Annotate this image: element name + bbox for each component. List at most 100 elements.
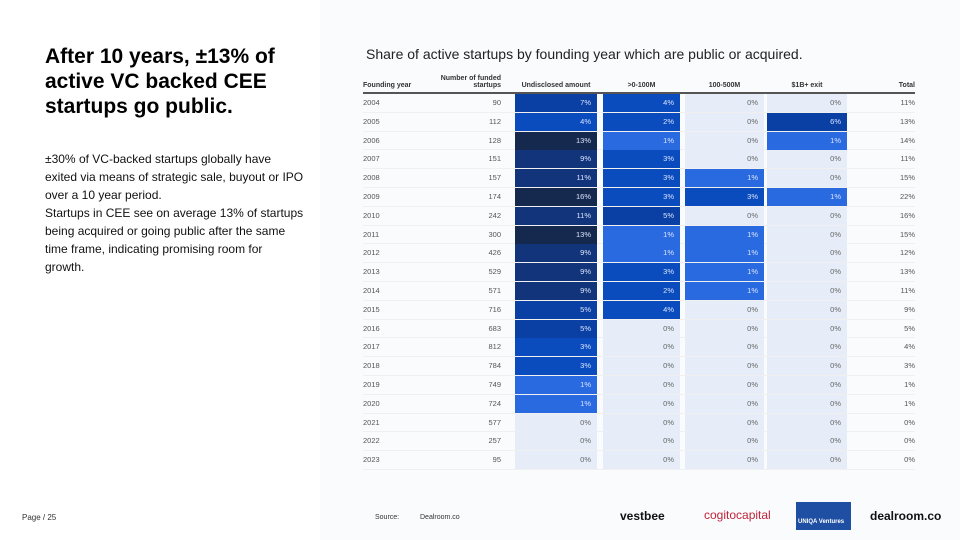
heatmap-cell: 2%: [603, 112, 680, 131]
column-header: Total: [898, 82, 915, 89]
slide-body: ±30% of VC-backed startups globally have…: [45, 150, 305, 276]
heatmap-cell: 3%: [515, 357, 597, 376]
total-cell: 15%: [899, 173, 915, 183]
heatmap-cell: 0%: [767, 413, 847, 432]
heatmap-cell: 0%: [685, 451, 764, 470]
table-row: 2007 151 9% 3% 0% 0% 11%: [363, 150, 915, 170]
count-cell: 95: [492, 455, 501, 465]
heatmap-cell: 9%: [515, 150, 597, 169]
total-cell: 9%: [904, 304, 915, 314]
heatmap-cell: 9%: [515, 263, 597, 282]
count-cell: 426: [488, 248, 501, 258]
year-cell: 2012: [363, 248, 380, 258]
table-row: 2004 90 7% 4% 0% 0% 11%: [363, 94, 915, 113]
heatmap-cell: 4%: [515, 112, 597, 131]
heatmap-cell: 0%: [767, 244, 847, 263]
heatmap-cell: 0%: [515, 413, 597, 432]
heatmap-cell: 0%: [767, 338, 847, 357]
column-header: >0-100M: [627, 82, 656, 89]
count-cell: 749: [488, 379, 501, 389]
table-row: 2016 683 5% 0% 0% 0% 5%: [363, 319, 915, 339]
heatmap-cell: 16%: [515, 187, 597, 206]
heatmap-cell: 9%: [515, 281, 597, 300]
year-cell: 2018: [363, 361, 380, 371]
heatmap-cell: 1%: [685, 281, 764, 300]
heatmap-cell: 0%: [603, 394, 680, 413]
table-row: 2020 724 1% 0% 0% 0% 1%: [363, 394, 915, 414]
table-row: 2006 128 13% 1% 0% 1% 14%: [363, 131, 915, 151]
heatmap-table: Founding year Number of funded startups Un…: [363, 70, 915, 470]
table-row: 2014 571 9% 2% 1% 0% 11%: [363, 281, 915, 301]
heatmap-cell: 0%: [685, 300, 764, 319]
year-cell: 2007: [363, 154, 380, 164]
heatmap-cell: 0%: [603, 451, 680, 470]
count-cell: 724: [488, 398, 501, 408]
year-cell: 2020: [363, 398, 380, 408]
count-cell: 300: [488, 229, 501, 239]
heatmap-cell: 0%: [767, 263, 847, 282]
heatmap-cell: 0%: [685, 94, 764, 112]
heatmap-cell: 0%: [685, 413, 764, 432]
heatmap-cell: 0%: [767, 206, 847, 225]
heatmap-cell: 0%: [603, 319, 680, 338]
count-cell: 812: [488, 342, 501, 352]
heatmap-cell: 11%: [515, 206, 597, 225]
heatmap-cell: 1%: [767, 187, 847, 206]
left-panel: After 10 years, ±13% of active VC backed…: [0, 0, 320, 540]
table-row: 2011 300 13% 1% 1% 0% 15%: [363, 225, 915, 245]
count-cell: 257: [488, 436, 501, 446]
heatmap-cell: 0%: [767, 394, 847, 413]
table-row: 2008 157 11% 3% 1% 0% 15%: [363, 169, 915, 188]
year-cell: 2014: [363, 285, 380, 295]
uniqa-ventures-logo: UNIQA Ventures: [796, 502, 851, 530]
year-cell: 2021: [363, 417, 380, 427]
heatmap-cell: 0%: [685, 206, 764, 225]
heatmap-cell: 1%: [685, 244, 764, 263]
heatmap-cell: 1%: [603, 225, 680, 244]
heatmap-cell: 0%: [767, 225, 847, 244]
total-cell: 3%: [904, 361, 915, 371]
cogitocapital-logo: cogitocapital: [704, 508, 771, 522]
total-cell: 1%: [904, 379, 915, 389]
year-cell: 2006: [363, 135, 380, 145]
year-cell: 2005: [363, 116, 380, 126]
chart-title: Share of active startups by founding yea…: [366, 46, 803, 62]
total-cell: 4%: [904, 342, 915, 352]
heatmap-cell: 5%: [515, 300, 597, 319]
heatmap-cell: 0%: [603, 357, 680, 376]
heatmap-cell: 0%: [515, 451, 597, 470]
page-number: Page / 25: [22, 513, 57, 522]
heatmap-cell: 11%: [515, 169, 597, 188]
heatmap-cell: 0%: [685, 131, 764, 150]
count-cell: 157: [488, 173, 501, 183]
year-cell: 2010: [363, 210, 380, 220]
heatmap-cell: 0%: [685, 112, 764, 131]
count-cell: 784: [488, 361, 501, 371]
source-value: Dealroom.co: [420, 514, 460, 521]
year-cell: 2017: [363, 342, 380, 352]
total-cell: 5%: [904, 323, 915, 333]
heatmap-cell: 1%: [603, 244, 680, 263]
heatmap-cell: 1%: [515, 375, 597, 394]
year-cell: 2019: [363, 379, 380, 389]
heatmap-cell: 9%: [515, 244, 597, 263]
heatmap-cell: 0%: [767, 94, 847, 112]
heatmap-cell: 13%: [515, 131, 597, 150]
paragraph: Startups in CEE see on average 13% of st…: [45, 206, 304, 274]
heatmap-cell: 0%: [685, 357, 764, 376]
count-cell: 174: [488, 191, 501, 201]
count-cell: 683: [488, 323, 501, 333]
total-cell: 0%: [904, 417, 915, 427]
total-cell: 22%: [899, 191, 915, 201]
table-row: 2009 174 16% 3% 3% 1% 22%: [363, 187, 915, 207]
count-cell: 571: [488, 285, 501, 295]
heatmap-cell: 0%: [767, 281, 847, 300]
heatmap-cell: 0%: [685, 432, 764, 451]
heatmap-cell: 0%: [767, 375, 847, 394]
heatmap-cell: 3%: [603, 263, 680, 282]
count-cell: 716: [488, 304, 501, 314]
total-cell: 11%: [900, 285, 915, 295]
table-row: 2018 784 3% 0% 0% 0% 3%: [363, 357, 915, 376]
heatmap-cell: 3%: [603, 187, 680, 206]
heatmap-cell: 1%: [603, 131, 680, 150]
